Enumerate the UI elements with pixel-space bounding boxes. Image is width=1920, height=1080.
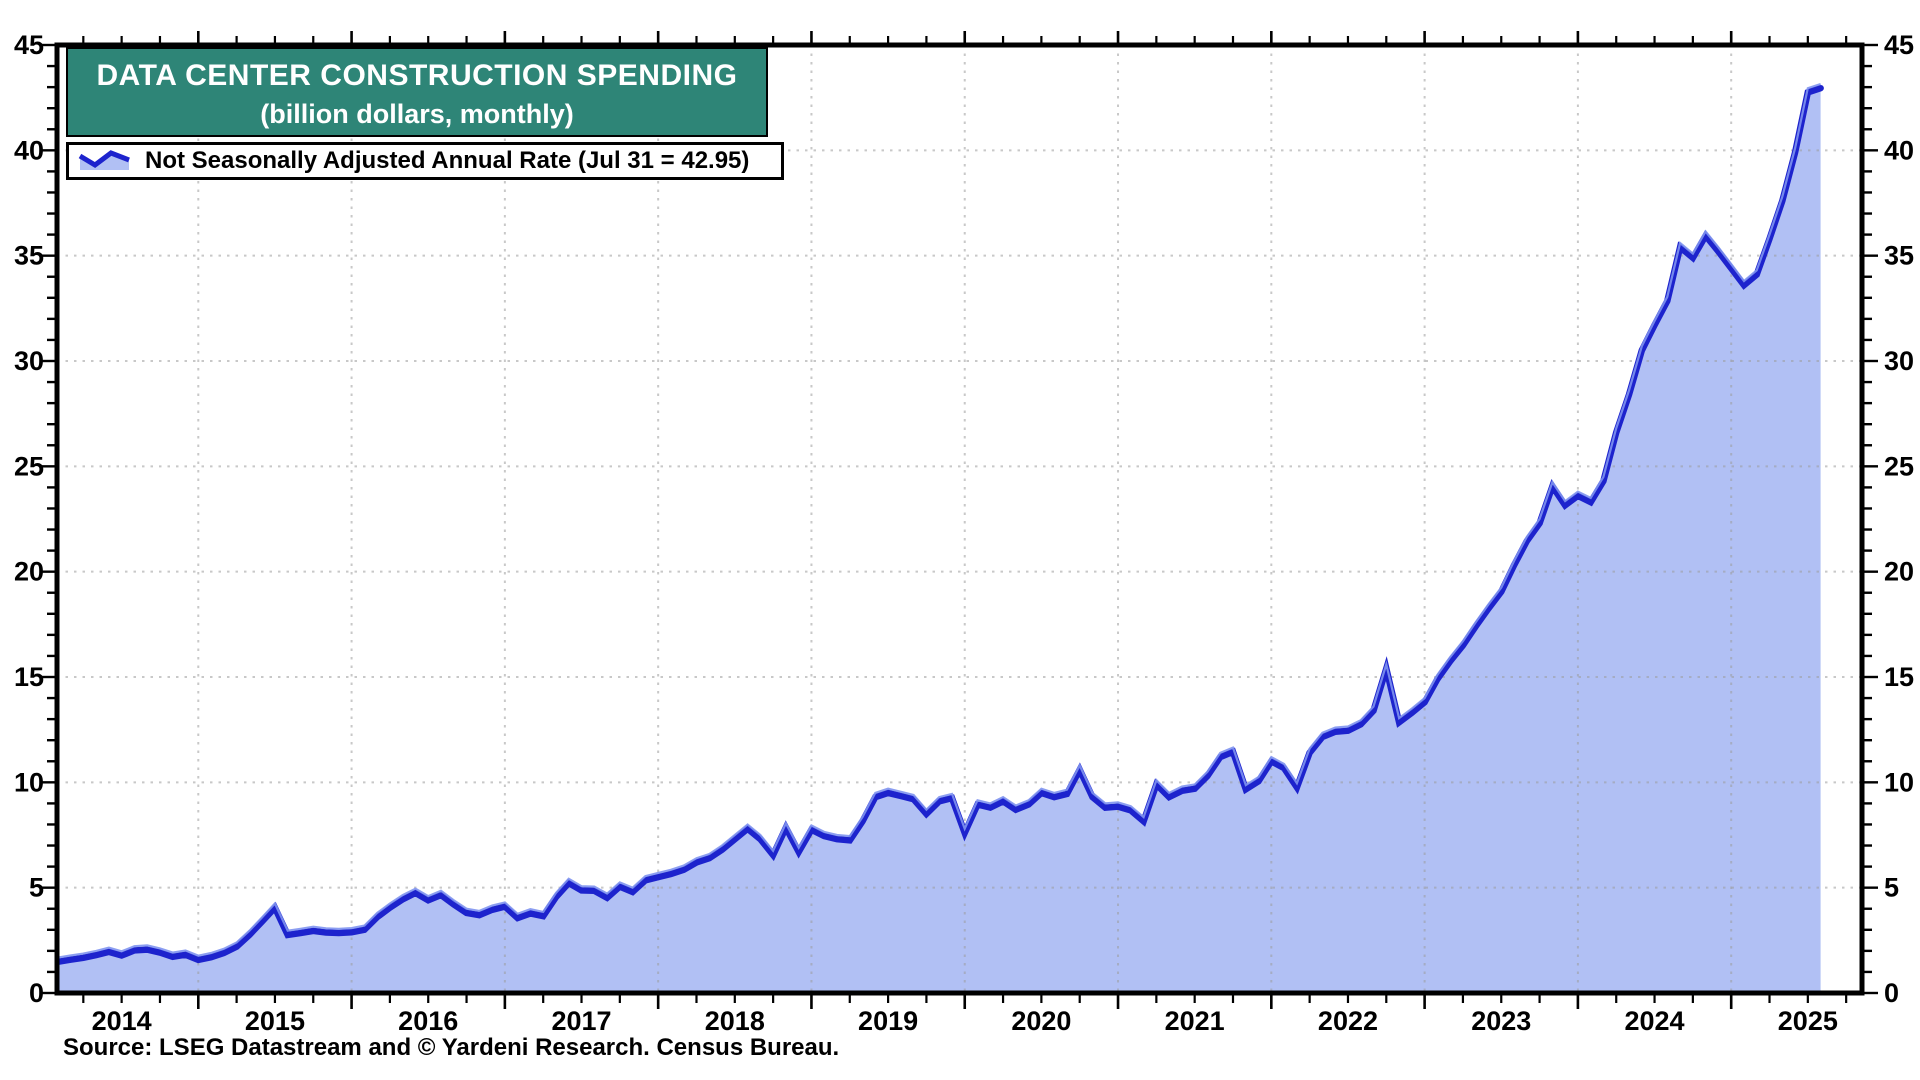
plot-frame [54, 42, 1865, 996]
legend-label: Not Seasonally Adjusted Annual Rate (Jul… [145, 147, 750, 174]
x-axis-label: 2015 [245, 1006, 305, 1036]
series-line [54, 84, 1824, 966]
series-line-highlight [57, 82, 1821, 959]
x-axis-label: 2023 [1471, 1006, 1531, 1036]
legend-series-marker [78, 150, 130, 170]
y-axis-label-right: 10 [1884, 767, 1914, 797]
x-axis-label: 2016 [398, 1006, 458, 1036]
x-axis-label: 2017 [551, 1006, 611, 1036]
x-axis-label: 2025 [1778, 1006, 1838, 1036]
x-axis-label: 2018 [705, 1006, 765, 1036]
chart-subtitle: (billion dollars, monthly) [260, 99, 574, 129]
y-axis-label-left: 30 [14, 346, 44, 376]
y-axis-label-left: 10 [14, 767, 44, 797]
y-axis-label-right: 30 [1884, 346, 1914, 376]
y-axis-label-right: 5 [1884, 873, 1899, 903]
y-axis-label-right: 0 [1884, 978, 1899, 1008]
y-axis-label-right: 20 [1884, 557, 1914, 587]
x-axis-label: 2019 [858, 1006, 918, 1036]
y-axis-label-left: 0 [29, 978, 44, 1008]
y-axis-label-right: 15 [1884, 662, 1914, 692]
x-axis-label: 2014 [92, 1006, 152, 1036]
source-note: Source: LSEG Datastream and © Yardeni Re… [63, 1034, 840, 1061]
legend: Not Seasonally Adjusted Annual Rate (Jul… [66, 142, 784, 180]
x-axis-label: 2024 [1625, 1006, 1685, 1036]
y-axis-label-right: 40 [1884, 135, 1914, 165]
y-axis-label-left: 35 [14, 241, 44, 271]
series-area-fill [57, 88, 1821, 993]
y-axis-label-left: 40 [14, 135, 44, 165]
y-axis-label-right: 45 [1884, 30, 1914, 60]
y-axis-label-left: 20 [14, 557, 44, 587]
chart-title-box: DATA CENTER CONSTRUCTION SPENDING (billi… [66, 47, 768, 137]
y-axis-label-left: 45 [14, 30, 44, 60]
y-axis-label-left: 25 [14, 451, 44, 481]
y-axis-label-left: 15 [14, 662, 44, 692]
x-axis-label: 2020 [1011, 1006, 1071, 1036]
y-axis-label-right: 25 [1884, 451, 1914, 481]
x-axis-label: 2021 [1165, 1006, 1225, 1036]
x-axis-label: 2022 [1318, 1006, 1378, 1036]
y-axis-label-left: 5 [29, 873, 44, 903]
chart-title: DATA CENTER CONSTRUCTION SPENDING [96, 59, 738, 92]
y-axis-label-right: 35 [1884, 241, 1914, 271]
